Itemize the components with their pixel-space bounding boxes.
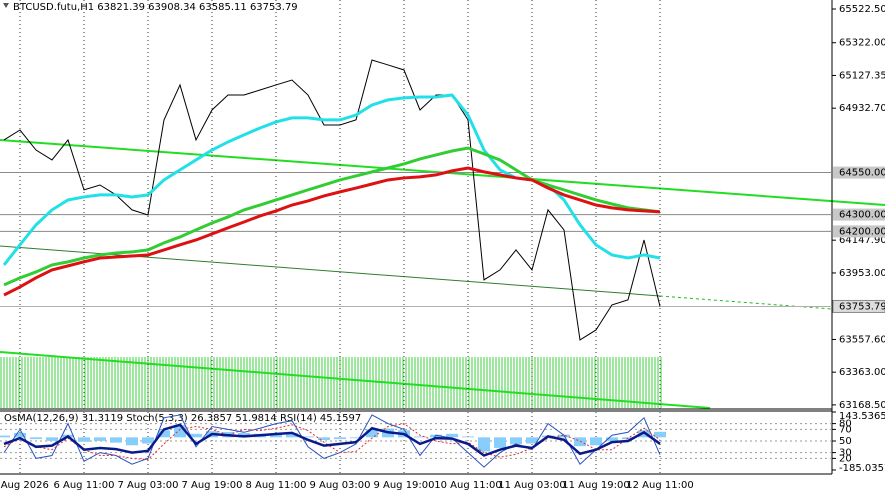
osma-bar <box>110 437 122 443</box>
osma-bar <box>302 436 314 438</box>
x-tick-label: 11 Aug 03:00 <box>498 480 565 491</box>
indicator-title: OsMA(12,26,9) 31.3119 Stoch(5,3,3) 26.38… <box>4 413 361 424</box>
y-tick-label: 64147.90 <box>839 235 885 246</box>
osma-bar <box>30 437 42 440</box>
y-tick-label: 70 <box>839 424 852 435</box>
osma-bar <box>590 437 602 446</box>
osma-bar <box>126 437 138 446</box>
osma-bar <box>14 432 26 438</box>
x-tick-label: 12 Aug 11:00 <box>626 480 693 491</box>
osma-bar <box>94 437 106 441</box>
series-line <box>3 414 661 468</box>
osma-bar <box>526 437 538 444</box>
level-label: 64200.00 <box>839 226 885 237</box>
osma-bar <box>574 437 586 447</box>
trendline <box>0 351 711 409</box>
osma-bar <box>142 437 154 444</box>
osma-bar <box>158 430 170 438</box>
x-tick-label: 5 Aug 2026 <box>0 480 49 491</box>
osma-bar <box>446 433 458 438</box>
level-label-box <box>833 225 885 238</box>
osma-bar <box>494 437 506 448</box>
y-tick-label: 65522.50 <box>839 4 885 15</box>
osma-bar <box>78 437 90 442</box>
y-tick-label: 63953.00 <box>839 268 885 279</box>
trendline <box>659 295 833 310</box>
price-label: 63753.79 <box>839 301 885 312</box>
volume-area <box>0 357 662 408</box>
osma-bar <box>414 436 426 438</box>
osma-bar <box>366 429 378 438</box>
osma-bar <box>286 432 298 438</box>
y-tick-label: 63363.00 <box>839 367 885 378</box>
x-tick-label: 7 Aug 03:00 <box>117 480 178 491</box>
osma-bar <box>0 435 10 438</box>
x-tick-label: 9 Aug 03:00 <box>309 480 370 491</box>
trendline <box>0 245 661 297</box>
series-line <box>3 166 661 297</box>
osma-bar <box>430 434 442 438</box>
osma-bar <box>606 437 618 441</box>
series-line <box>3 59 661 341</box>
y-tick-label: 50 <box>839 436 852 447</box>
osma-bar <box>190 433 202 438</box>
y-tick-label: 20 <box>839 453 852 464</box>
y-tick-label: 65127.35 <box>839 70 885 81</box>
osma-bar <box>46 437 58 441</box>
series-line <box>2 93 661 266</box>
price-label-box <box>832 299 885 313</box>
y-tick-label: 65322.00 <box>839 38 885 49</box>
y-tick-label: 80 <box>839 419 852 430</box>
menu-icon[interactable] <box>3 3 9 8</box>
y-tick-label: 63557.60 <box>839 334 885 345</box>
x-tick-label: 7 Aug 19:00 <box>181 480 242 491</box>
series-line <box>3 146 661 287</box>
osma-bar <box>510 437 522 445</box>
osma-bar <box>462 436 474 438</box>
level-label-box <box>833 208 885 221</box>
y-tick-label: 64932.70 <box>839 103 885 114</box>
x-tick-label: 11 Aug 19:00 <box>562 480 629 491</box>
osma-bar <box>654 431 666 438</box>
x-tick-label: 10 Aug 11:00 <box>434 480 501 491</box>
osma-bar <box>478 437 490 452</box>
y-tick-label: 30 <box>839 448 852 459</box>
level-label-box <box>833 166 885 179</box>
osma-bar <box>350 437 362 439</box>
y-tick-label: 63168.50 <box>839 400 885 411</box>
x-tick-label: 8 Aug 11:00 <box>245 480 306 491</box>
chart-title: BTCUSD.futu,H1 63821.39 63908.34 63585.1… <box>13 2 298 13</box>
y2-tick-label: -185.0357 <box>839 463 885 474</box>
osma-bar <box>318 437 330 440</box>
level-label: 64300.00 <box>839 210 885 221</box>
y2-tick-label: 143.5365 <box>839 411 885 422</box>
level-label: 64550.00 <box>839 168 885 179</box>
x-tick-label: 9 Aug 19:00 <box>373 480 434 491</box>
osma-bar <box>334 437 346 440</box>
x-tick-label: 6 Aug 11:00 <box>53 480 114 491</box>
series-line <box>3 423 661 457</box>
